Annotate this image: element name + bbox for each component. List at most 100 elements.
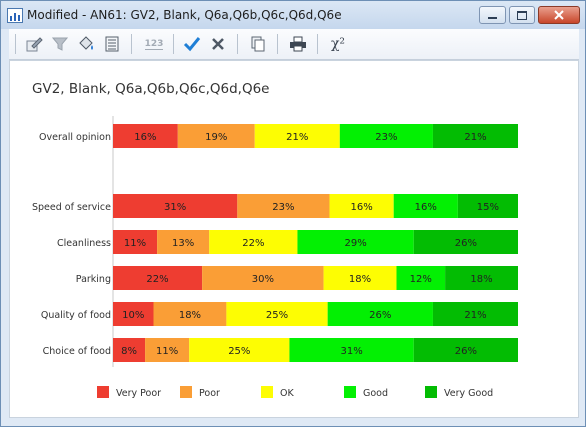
data-label: 25% <box>228 346 250 357</box>
category-label: Choice of food <box>43 346 111 357</box>
bar-segment <box>113 230 158 254</box>
bar-segment <box>237 194 330 218</box>
data-label: 31% <box>340 346 362 357</box>
data-label: 18% <box>179 310 201 321</box>
copy-button[interactable] <box>247 33 269 55</box>
legend-label: Poor <box>199 388 220 399</box>
bar-segment <box>289 338 414 362</box>
edit-chart-button[interactable] <box>23 33 45 55</box>
bar-segment <box>393 194 458 218</box>
bar-segment <box>209 230 298 254</box>
data-label: 19% <box>205 132 227 143</box>
bar-chart-icon <box>7 8 23 23</box>
data-label: 8% <box>121 346 137 357</box>
maximize-button[interactable] <box>509 6 535 24</box>
data-label: 18% <box>470 274 492 285</box>
toolbar-separator <box>173 34 174 54</box>
legend-label: Good <box>363 388 388 399</box>
value-format-button[interactable]: 123 <box>141 33 167 55</box>
bar-segment <box>413 230 518 254</box>
bar-segment <box>413 338 518 362</box>
accept-button[interactable] <box>181 33 203 55</box>
toolbar-separator <box>277 34 278 54</box>
value-format-icon: 123 <box>144 38 164 50</box>
minimize-icon <box>488 17 497 19</box>
chi-squared-button[interactable]: χ² <box>325 33 351 55</box>
maximize-icon <box>517 10 527 20</box>
table-view-button[interactable] <box>101 33 123 55</box>
data-label: 21% <box>464 310 486 321</box>
close-icon <box>554 10 564 20</box>
toolbar-separator <box>317 34 318 54</box>
category-label: Quality of food <box>41 310 111 321</box>
bar-segment <box>396 266 446 290</box>
bar-segment <box>323 266 397 290</box>
chart-panel: GV2, Blank, Q6a,Q6b,Q6c,Q6d,Q6e Overall … <box>9 60 579 418</box>
legend-swatch <box>425 386 437 398</box>
legend-swatch <box>261 386 273 398</box>
chi-squared-icon: χ² <box>330 36 346 52</box>
print-icon <box>290 36 306 52</box>
data-label: 12% <box>410 274 432 285</box>
data-label: 22% <box>146 274 168 285</box>
data-label: 16% <box>415 202 437 213</box>
toolbar: 123 χ² <box>9 29 579 60</box>
chart-title: GV2, Blank, Q6a,Q6b,Q6c,Q6d,Q6e <box>32 81 270 97</box>
legend-swatch <box>97 386 109 398</box>
toolbar-separator <box>237 34 238 54</box>
bar-segment <box>113 302 154 326</box>
close-x-icon <box>212 38 224 50</box>
checkmark-icon <box>183 37 201 52</box>
bar-segment <box>113 266 203 290</box>
paint-bucket-button[interactable] <box>75 33 97 55</box>
data-label: 29% <box>344 238 366 249</box>
window-title: Modified - AN61: GV2, Blank, Q6a,Q6b,Q6c… <box>27 8 342 22</box>
filter-icon <box>52 37 68 51</box>
title-bar[interactable]: Modified - AN61: GV2, Blank, Q6a,Q6b,Q6c… <box>1 1 585 29</box>
toolbar-separator <box>15 34 16 54</box>
bar-segment <box>445 266 518 290</box>
legend-label: Very Poor <box>116 388 161 399</box>
bar-segment <box>113 338 146 362</box>
print-button[interactable] <box>287 33 309 55</box>
cancel-button[interactable] <box>207 33 229 55</box>
toolbar-separator <box>131 34 132 54</box>
category-label: Parking <box>76 274 111 285</box>
data-label: 11% <box>156 346 178 357</box>
bar-segment <box>189 338 290 362</box>
filter-button[interactable] <box>49 33 71 55</box>
data-label: 30% <box>252 274 274 285</box>
bar-segment <box>157 230 210 254</box>
bar-segment <box>254 124 340 148</box>
close-button[interactable] <box>538 6 580 24</box>
bar-segment <box>145 338 190 362</box>
paint-bucket-icon <box>79 36 93 50</box>
data-label: 11% <box>124 238 146 249</box>
bar-segment <box>177 124 255 148</box>
data-label: 13% <box>172 238 194 249</box>
data-label: 16% <box>350 202 372 213</box>
data-label: 21% <box>464 132 486 143</box>
table-view-icon <box>105 36 119 52</box>
data-label: 26% <box>455 346 477 357</box>
bar-segment <box>153 302 227 326</box>
legend-swatch <box>180 386 192 398</box>
category-label: Overall opinion <box>39 132 111 143</box>
legend-label: OK <box>280 388 294 399</box>
bar-segment <box>202 266 324 290</box>
bar-segment <box>297 230 414 254</box>
data-label: 22% <box>242 238 264 249</box>
data-label: 26% <box>455 238 477 249</box>
data-label: 21% <box>286 132 308 143</box>
data-label: 26% <box>369 310 391 321</box>
data-label: 10% <box>122 310 144 321</box>
legend-swatch <box>344 386 356 398</box>
copy-icon <box>251 36 265 52</box>
data-label: 16% <box>134 132 156 143</box>
minimize-button[interactable] <box>479 6 506 24</box>
bar-segment <box>113 194 238 218</box>
data-label: 18% <box>349 274 371 285</box>
data-label: 31% <box>164 202 186 213</box>
bar-segment <box>339 124 433 148</box>
